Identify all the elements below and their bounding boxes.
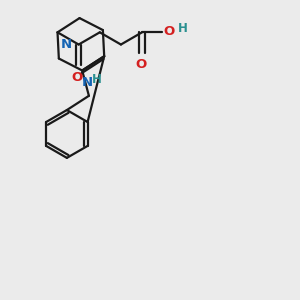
Text: H: H <box>178 22 188 35</box>
Text: N: N <box>61 38 72 51</box>
Text: O: O <box>135 58 146 71</box>
Text: O: O <box>72 71 83 84</box>
Text: N: N <box>82 76 93 89</box>
Text: O: O <box>164 25 175 38</box>
Text: H: H <box>92 74 102 86</box>
